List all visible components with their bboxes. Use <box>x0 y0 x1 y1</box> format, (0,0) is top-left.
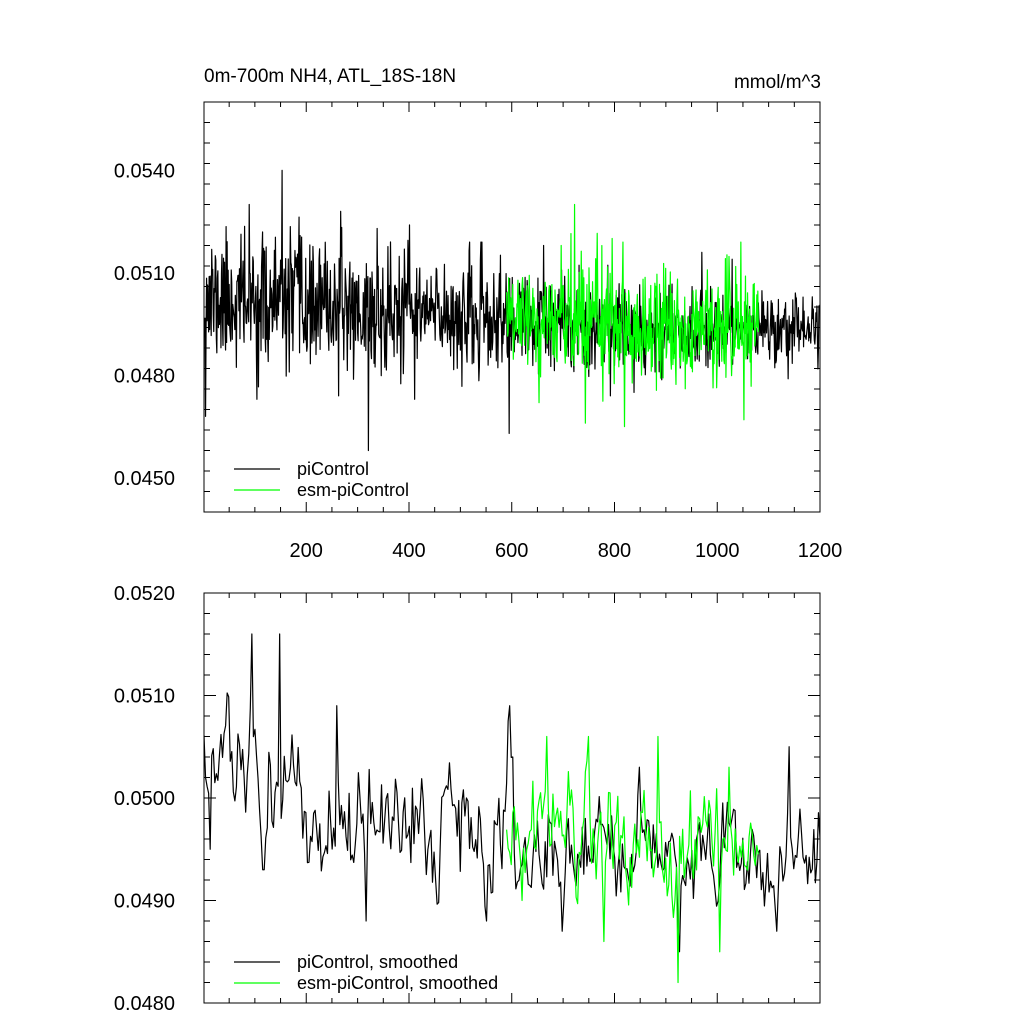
x-tick-label: 800 <box>598 540 631 562</box>
y-tick-label: 0.0500 <box>114 788 175 810</box>
series-line-esm-picontrol <box>506 203 759 428</box>
legend-label: esm-piControl <box>297 480 409 500</box>
series-line-esm-picontrol-smoothed <box>506 735 759 984</box>
legend-label: piControl, smoothed <box>297 952 458 972</box>
legend-label: piControl <box>297 459 369 479</box>
units-label: mmol/m^3 <box>734 72 821 93</box>
y-tick-label: 0.0490 <box>114 891 175 913</box>
x-tick-label: 1200 <box>798 540 843 562</box>
top-panel: 200 400 600 800 1000 1200 0.0450 0.0480 0.0510 0.… <box>114 101 843 562</box>
chart-title: 0m-700m NH4, ATL_18S-18N <box>204 66 456 87</box>
y-tick-label: 0.0510 <box>114 263 175 285</box>
y-tick-label: 0.0520 <box>114 583 175 605</box>
y-tick-label: 0.0510 <box>114 686 175 708</box>
legend-label: esm-piControl, smoothed <box>297 973 498 993</box>
x-tick-label: 600 <box>495 540 528 562</box>
x-tick-label: 400 <box>392 540 425 562</box>
series-line-picontrol-smoothed <box>204 633 820 953</box>
x-tick-label: 1000 <box>695 540 740 562</box>
y-tick-label: 0.0450 <box>114 468 175 490</box>
plot-frame <box>203 592 821 1004</box>
y-tick-label: 0.0540 <box>114 160 175 182</box>
y-tick-label: 0.0480 <box>114 993 175 1015</box>
x-tick-label: 200 <box>290 540 323 562</box>
bottom-panel: 0.0480 0.0490 0.0500 0.0510 0.0520 piControl,… <box>114 583 821 1015</box>
y-tick-label: 0.0480 <box>114 365 175 387</box>
